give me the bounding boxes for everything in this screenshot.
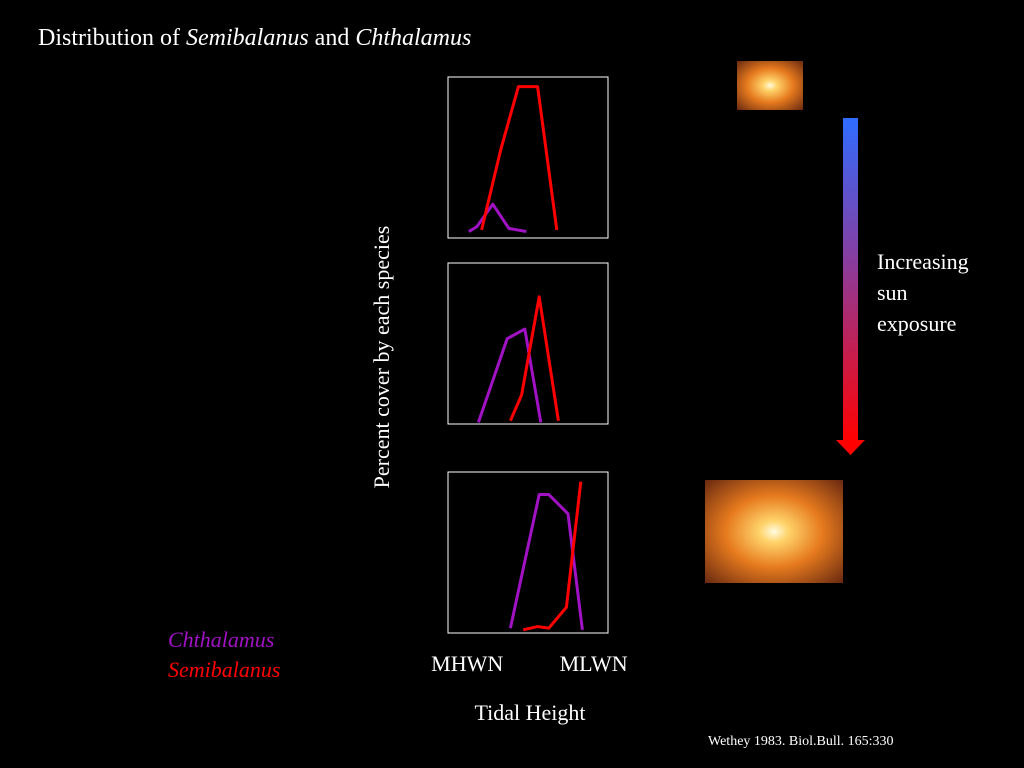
x-tick-label: MLWN: [560, 651, 628, 676]
title-part: Semibalanus: [186, 25, 309, 51]
plot-frame: [447, 76, 609, 239]
annotation: exposure: [877, 311, 956, 336]
plot-frame: [447, 471, 609, 634]
series-line: [476, 327, 543, 423]
annotation: sun: [877, 280, 908, 305]
arrow-shaft: [843, 118, 858, 441]
title-part: and: [315, 25, 350, 51]
series-line: [522, 481, 583, 632]
sun-image: [705, 480, 843, 583]
plot-frame: [447, 262, 609, 425]
annotation: Increasing: [877, 249, 969, 274]
x-axis-label: Tidal Height: [474, 700, 585, 725]
title-part: Chthalamus: [355, 25, 471, 51]
y-axis-label: Percent cover by each species: [369, 226, 394, 489]
series-line: [468, 202, 527, 234]
series-line: [480, 85, 559, 231]
citation: Wethey 1983. Biol.Bull. 165:330: [708, 734, 894, 749]
arrow-head: [836, 440, 865, 455]
series-line: [509, 295, 560, 422]
slide-title: Distribution of Semibalanus and Chthalam…: [38, 25, 471, 51]
x-tick-label: MHWN: [431, 651, 503, 676]
sun-image: [737, 61, 803, 110]
legend-entry: Semibalanus: [168, 657, 280, 682]
legend-entry: Chthalamus: [168, 627, 274, 652]
title-part: Distribution of: [38, 25, 180, 51]
